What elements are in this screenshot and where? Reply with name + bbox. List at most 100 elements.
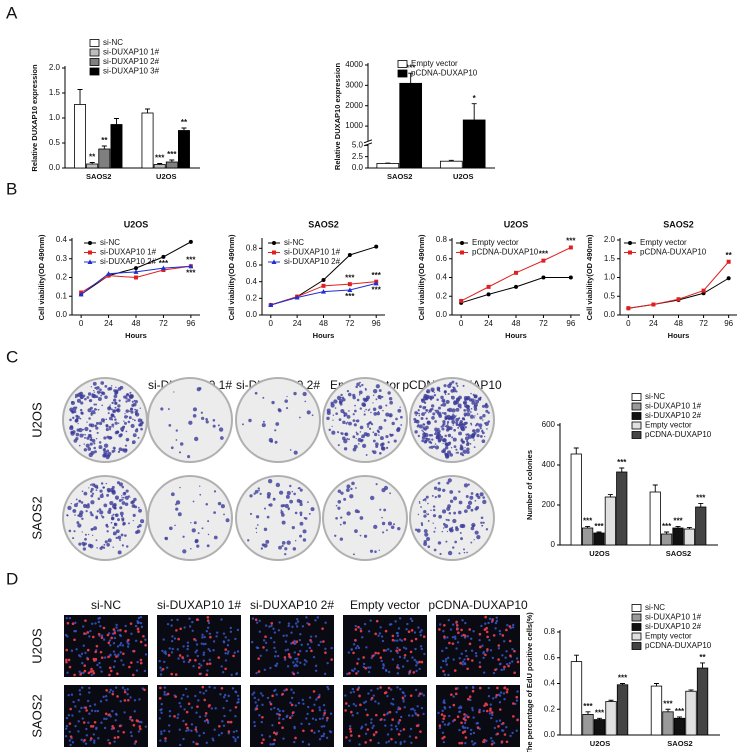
edu-cell <box>123 699 127 702</box>
colony <box>112 398 117 402</box>
colony <box>114 418 117 421</box>
nucleus <box>387 648 390 651</box>
nucleus <box>415 660 418 663</box>
nucleus <box>460 652 463 656</box>
colony <box>106 525 109 528</box>
nucleus <box>278 709 281 713</box>
x-tick-label: 0 <box>79 319 84 328</box>
error-bar <box>619 467 625 472</box>
colony <box>87 392 92 396</box>
nucleus <box>254 701 257 704</box>
edu-cell <box>398 719 402 722</box>
nucleus <box>65 724 69 728</box>
nucleus <box>100 634 104 637</box>
colony <box>400 415 403 419</box>
colony <box>467 500 473 505</box>
nucleus <box>273 631 277 634</box>
nucleus <box>471 706 474 710</box>
colony <box>80 411 84 415</box>
colony <box>396 427 401 433</box>
colony <box>382 531 385 534</box>
nucleus <box>212 640 216 643</box>
nucleus <box>168 709 172 713</box>
nucleus <box>318 708 322 712</box>
edu-cell <box>67 658 71 662</box>
error-bar <box>448 159 454 162</box>
colony <box>481 404 485 408</box>
plate <box>147 377 233 463</box>
colony <box>346 415 351 419</box>
colony <box>463 483 469 488</box>
edu-cell <box>371 654 375 658</box>
colony <box>275 422 280 426</box>
colony <box>487 411 490 414</box>
nucleus <box>293 639 296 643</box>
colony <box>109 487 114 493</box>
nucleus <box>134 624 138 628</box>
colony <box>213 535 218 540</box>
error-bar <box>77 89 83 105</box>
colony <box>107 406 112 411</box>
colony <box>100 394 103 397</box>
colony <box>434 527 437 529</box>
colony <box>361 402 366 407</box>
bar <box>683 528 695 546</box>
edu-cell <box>271 694 274 698</box>
chart-title: SAOS2 <box>308 219 339 229</box>
colony <box>98 441 102 444</box>
nucleus <box>81 661 84 665</box>
nucleus <box>197 699 200 702</box>
x-tick-label: 48 <box>132 319 141 328</box>
edu-cell <box>438 724 442 727</box>
panel-label: C <box>6 347 18 366</box>
nucleus <box>356 712 359 715</box>
nucleus <box>290 696 294 700</box>
colony <box>97 408 100 411</box>
colony <box>470 398 475 402</box>
colony <box>123 420 125 422</box>
edu-cell <box>92 657 96 661</box>
colony <box>456 451 459 454</box>
edu-cell <box>497 644 501 647</box>
nucleus <box>130 734 133 738</box>
colony <box>415 419 420 424</box>
edu-cell <box>440 713 444 716</box>
error-bar <box>608 699 614 702</box>
colony <box>83 448 88 452</box>
colony <box>456 397 460 401</box>
nucleus <box>88 691 91 694</box>
y-axis-label: Cell viability(OD 490nm) <box>585 234 594 320</box>
nucleus <box>296 620 300 623</box>
colony <box>442 522 446 526</box>
colony <box>92 381 97 386</box>
nucleus <box>358 743 361 746</box>
colony <box>299 502 303 507</box>
colony <box>106 543 110 547</box>
colony <box>448 527 453 532</box>
colony <box>278 545 282 550</box>
colony <box>89 511 93 514</box>
nucleus <box>472 716 475 719</box>
nucleus <box>502 729 505 732</box>
x-tick-label: U2OS <box>453 172 473 181</box>
nucleus <box>109 688 112 692</box>
colony <box>299 511 303 515</box>
edu-cell <box>479 686 482 690</box>
colony <box>76 398 82 403</box>
edu-cell <box>83 664 87 667</box>
x-tick-label: 72 <box>539 319 548 328</box>
nucleus <box>117 730 120 733</box>
edu-cell <box>321 627 324 630</box>
nucleus <box>282 717 285 721</box>
colony <box>123 425 125 428</box>
nucleus <box>81 717 84 720</box>
colony <box>220 504 225 509</box>
nucleus <box>349 725 352 728</box>
edu-image <box>64 685 148 747</box>
colony <box>469 414 475 419</box>
significance: *** <box>159 259 169 268</box>
nucleus <box>99 700 103 703</box>
nucleus <box>376 687 380 690</box>
colony <box>431 494 434 497</box>
edu-cell <box>322 640 325 643</box>
